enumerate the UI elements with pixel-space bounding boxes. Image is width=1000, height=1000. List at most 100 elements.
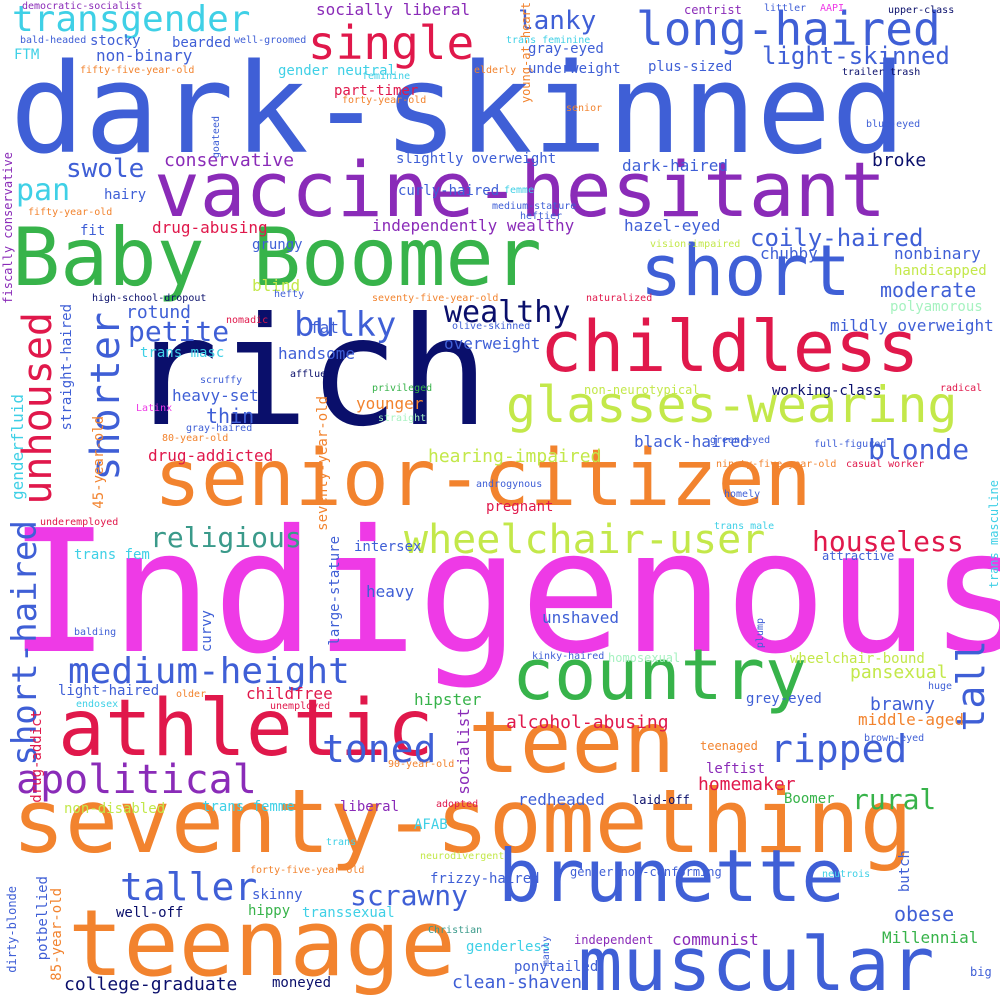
word-childless: childless [540, 306, 920, 388]
word-thin: thin [206, 404, 255, 428]
word-aapi: AAPI [820, 3, 845, 14]
word-45-year-old: 45-year-old [91, 416, 107, 509]
word-grey-eyed: grey-eyed [746, 691, 822, 707]
word-teen: teen [468, 693, 676, 793]
word-single: single [308, 16, 475, 70]
word-fifty-year-old: fifty-year-old [28, 207, 113, 218]
word-black-haired: black-haired [634, 432, 750, 451]
word-bearded: bearded [172, 35, 232, 51]
word-seventy-five-year-old: seventy-five-year-old [372, 293, 499, 304]
word-trans-male: trans male [714, 521, 775, 532]
word-genderfluid: genderfluid [8, 394, 27, 500]
word-seventy-something: seventy-something [12, 770, 913, 873]
word-fiscally-conservative: fiscally conservative [1, 152, 15, 304]
word-religious: religious [150, 521, 302, 554]
word-bulky: bulky [294, 305, 397, 345]
word-well-groomed: well-groomed [234, 35, 307, 46]
word-curly-haired: curly-haired [398, 183, 500, 199]
word-feminine: feminine [362, 71, 411, 82]
word-wheelchair-bound: wheelchair-bound [790, 651, 925, 667]
word-hairy: hairy [104, 187, 147, 203]
word-houseless: houseless [812, 525, 964, 558]
word-medium-height: medium-height [68, 651, 350, 692]
word-part-timer: part-timer [334, 83, 419, 99]
word-balding: balding [74, 627, 117, 638]
word-heavy: heavy [366, 582, 415, 601]
word-petite: petite [128, 315, 230, 348]
word-full-figured: full-figured [814, 439, 887, 450]
word-scruffy: scruffy [200, 375, 243, 386]
word-large-stature: large-stature [327, 536, 343, 646]
word-goateed: goateed [211, 116, 222, 159]
word-unemployed: unemployed [270, 701, 331, 712]
word-heftier: heftier [520, 211, 563, 222]
word-socially-liberal: socially liberal [316, 0, 471, 19]
word-childfree: childfree [246, 684, 333, 703]
word-pregnant: pregnant [486, 499, 554, 515]
word-slightly-overweight: slightly overweight [396, 151, 557, 167]
word-well-off: well-off [116, 905, 184, 921]
word-neutrois: neutrois [822, 869, 871, 880]
word-country: country [512, 634, 808, 716]
word-endosex: endosex [76, 699, 119, 710]
word-underweight: underweight [528, 61, 621, 77]
word-afab: AFAB [414, 817, 448, 833]
word-plus-sized: plus-sized [648, 59, 733, 75]
word-neurodivergent: neurodivergent [420, 851, 505, 862]
word-hazel-eyed: hazel-eyed [624, 216, 721, 235]
word-drug-addict: drug-addict [29, 710, 45, 803]
word-ftm: FTM [14, 47, 40, 63]
word-upper-class: upper-class [888, 5, 955, 16]
word-blind: blind [252, 276, 301, 295]
word-littler: littler [764, 3, 807, 14]
word-frizzy-haired: frizzy-haired [430, 871, 540, 887]
word-teenaged: teenaged [700, 739, 758, 753]
word-college-graduate: college-graduate [64, 974, 238, 995]
word-coily-haired: coily-haired [750, 224, 924, 252]
word-olive-skinned: olive-skinned [452, 321, 531, 332]
word-obese: obese [894, 902, 955, 926]
word-millennial: Millennial [882, 928, 979, 947]
word-casual-worker: casual worker [846, 459, 925, 470]
word-trans-fem: trans fem [74, 547, 150, 563]
word-swole: swole [66, 154, 145, 184]
word-androgynous: androgynous [476, 479, 543, 490]
word-baby-boomer: Baby Boomer [12, 211, 542, 304]
word-medium-stature: medium-stature [492, 201, 577, 212]
word-gray-haired: gray-haired [186, 423, 253, 434]
word-elderly: elderly [474, 65, 517, 76]
word-younger: younger [356, 394, 424, 413]
word-vision-impaired: vision-impaired [650, 239, 741, 250]
word-green-eyed: green-eyed [710, 435, 771, 446]
word-liberal: liberal [340, 799, 400, 815]
word-communist: communist [672, 930, 759, 949]
word-teenage: teenage [68, 890, 456, 997]
word-forty-year-old: forty-year-old [342, 95, 427, 106]
word-heavy-set: heavy-set [172, 386, 259, 405]
word-middle-aged: middle-aged [858, 710, 964, 729]
word-short: short [640, 230, 851, 312]
word-privileged: privileged [372, 383, 433, 394]
word-socialist: socialist [454, 708, 473, 795]
word-bald-headed: bald-headed [20, 35, 87, 46]
word-hearing-impaired: hearing-impaired [428, 446, 602, 467]
word-ripped: ripped [770, 727, 908, 771]
word-redheaded: redheaded [518, 790, 605, 809]
word-long-haired: long-haired [636, 2, 941, 56]
word-drug-abusing: drug-abusing [152, 218, 268, 237]
word-fat: fat [310, 318, 339, 337]
word-wealthy: wealthy [444, 295, 571, 330]
word-older: older [176, 689, 207, 700]
word-toned: toned [322, 727, 437, 771]
word-high-school-dropout: high-school-dropout [92, 293, 207, 304]
word-homely: homely [724, 489, 761, 500]
word-conservative: conservative [164, 150, 295, 171]
word-ponytailed: ponytailed [514, 959, 599, 975]
word-latinx: Latinx [136, 403, 173, 414]
word-grungy: grungy [252, 237, 303, 253]
word-athletic: athletic [58, 684, 434, 774]
word-trans: trans [326, 837, 357, 848]
word-blonde: blonde [868, 433, 970, 466]
word-seventy-year-old: seventy-year-old [315, 396, 331, 531]
word-fifty-five-year-old: fifty-five-year-old [80, 65, 195, 76]
